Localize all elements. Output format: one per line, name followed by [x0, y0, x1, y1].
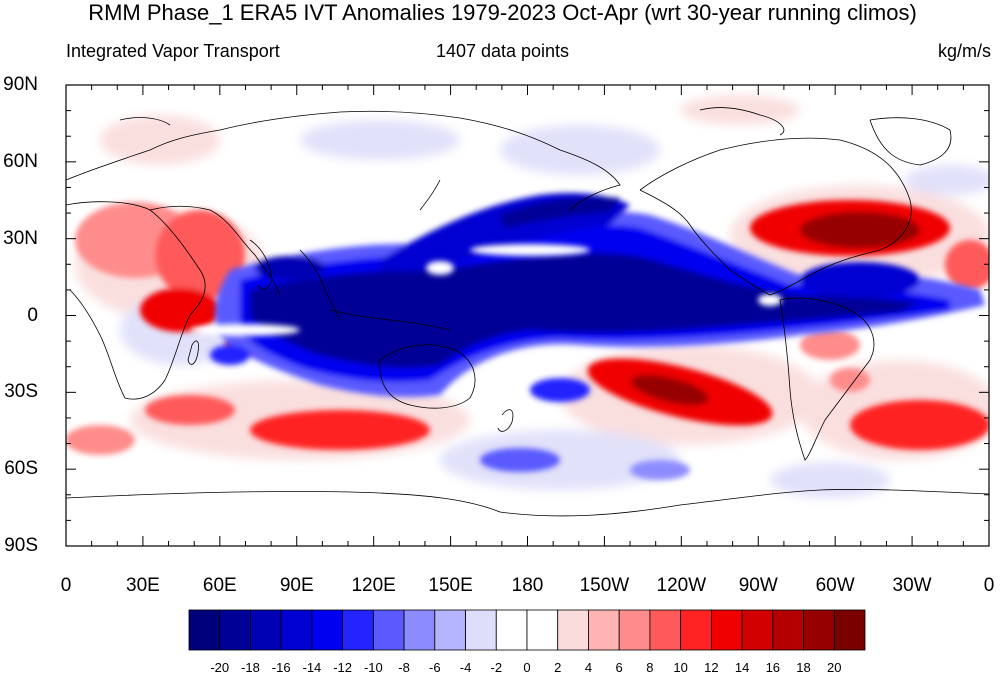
colorbar-box [372, 609, 405, 651]
colorbar-box [526, 609, 559, 651]
colorbar-label: -16 [271, 660, 291, 675]
colorbar-label: -8 [398, 660, 410, 675]
colorbar-box [250, 609, 282, 651]
colorbar-label: -14 [302, 660, 322, 675]
units-label: kg/m/s [937, 41, 991, 61]
colorbar-label: -4 [459, 660, 472, 675]
colorbar-box [219, 609, 251, 651]
lon-tick-label: 120E [351, 575, 396, 596]
lon-tick-label: 180 [511, 575, 544, 596]
colorbar-label: -20 [210, 660, 230, 675]
colorbar-label: 10 [673, 660, 688, 675]
lat-tick-label: 30S [4, 381, 38, 403]
colorbar-label: -6 [429, 660, 441, 675]
colorbar-box [772, 609, 804, 651]
colorbar-label: 16 [765, 660, 781, 675]
lat-tick-label: 0 [27, 304, 38, 326]
lon-tick-label: 60W [815, 575, 855, 596]
colorbar-label: 4 [584, 660, 593, 675]
lat-tick-label: 60S [4, 458, 38, 480]
colorbar-box [465, 609, 497, 651]
colorbar [188, 609, 866, 651]
colorbar-label: 20 [827, 660, 842, 675]
lat-tick-label: 30N [3, 227, 38, 249]
colorbar-label: 6 [615, 660, 623, 675]
lon-tick-label: 150E [428, 575, 473, 596]
colorbar-label: 14 [734, 660, 750, 675]
colorbar-label: 8 [646, 660, 654, 675]
colorbar-box [833, 609, 866, 651]
colorbar-label: 2 [554, 660, 562, 675]
lat-tick-label: 60N [3, 150, 38, 172]
colorbar-box [557, 609, 589, 651]
anomaly-field [66, 85, 989, 546]
lon-tick-label: 90W [738, 575, 778, 596]
colorbar-label: 18 [796, 660, 811, 675]
colorbar-box [188, 609, 221, 651]
colorbar-box [311, 609, 344, 651]
colorbar-box [588, 609, 620, 651]
colorbar-label: 0 [523, 660, 531, 675]
colorbar-box [495, 609, 528, 651]
colorbar-box [342, 609, 374, 651]
lon-tick-label: 60E [202, 575, 237, 596]
colorbar-labels: -20 -18 -16 -14 -12 -10 -8 -6 -4 -2 0 2 4 6 8 10 12 14 16 1… [0, 660, 1005, 676]
lon-tick-label: 120W [656, 575, 707, 596]
colorbar-label: -12 [333, 660, 353, 675]
lon-tick-label: 30W [892, 575, 932, 596]
colorbar-box [803, 609, 835, 651]
lat-tick-label: 90S [4, 535, 38, 556]
colorbar-box [403, 609, 436, 651]
lon-tick-label: 0 [60, 575, 72, 596]
data-points-label: 1407 data points [435, 41, 570, 61]
lat-tick-label: 90N [3, 74, 38, 95]
colorbar-box [680, 609, 712, 651]
colorbar-label: -2 [490, 660, 503, 675]
colorbar-box [649, 609, 682, 651]
variable-label: Integrated Vapor Transport [66, 41, 280, 61]
map-title: RMM Phase_1 ERA5 IVT Anomalies 1979-2023… [88, 0, 917, 25]
colorbar-box [280, 609, 313, 651]
colorbar-box [741, 609, 774, 651]
colorbar-label: -10 [363, 660, 383, 675]
colorbar-box [618, 609, 651, 651]
colorbar-label: -18 [241, 660, 260, 675]
lon-tick-label: 30E [126, 575, 160, 596]
colorbar-box [710, 609, 743, 651]
lon-tick-label: 90E [279, 575, 314, 596]
colorbar-label: 12 [704, 660, 719, 675]
colorbar-box [434, 609, 466, 651]
lon-tick-label: 150W [579, 575, 630, 596]
lon-tick-label: 0 [983, 575, 995, 596]
coastlines [66, 107, 989, 517]
